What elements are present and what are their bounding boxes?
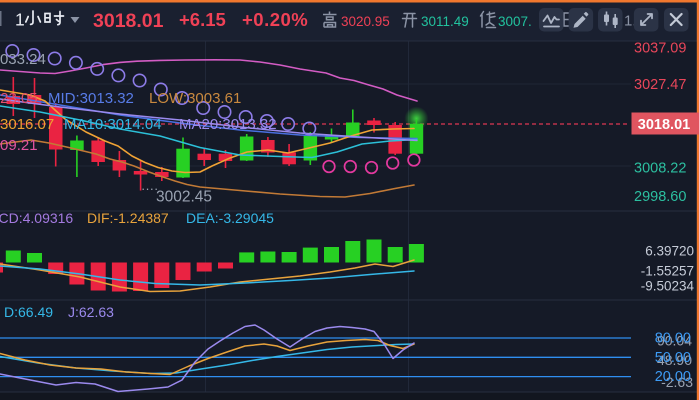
svg-text:MID:3013.32: MID:3013.32 <box>48 90 134 107</box>
svg-text:+0.20%: +0.20% <box>242 9 308 30</box>
svg-text:20.00: 20.00 <box>655 369 691 385</box>
svg-text:3008.22: 3008.22 <box>634 161 686 177</box>
svg-text:DEA:-3.29045: DEA:-3.29045 <box>186 210 274 226</box>
svg-text:3007.: 3007. <box>498 14 532 29</box>
svg-text:-1.55257: -1.55257 <box>641 264 694 279</box>
svg-text:3002.45: 3002.45 <box>156 189 212 206</box>
svg-text:3011.49: 3011.49 <box>421 14 469 29</box>
svg-text:MA10:3014.04: MA10:3014.04 <box>64 116 162 133</box>
svg-text:UP:3023.05: UP:3023.05 <box>0 90 38 107</box>
svg-text:3033.24: 3033.24 <box>0 51 46 68</box>
svg-text:MA5:3016.07: MA5:3016.07 <box>0 116 54 133</box>
svg-text:MA20:3013.32: MA20:3013.32 <box>179 116 277 133</box>
svg-text:LOW:3003.61: LOW:3003.61 <box>149 90 241 107</box>
svg-text:-2.63: -2.63 <box>661 374 693 390</box>
svg-text:48.90: 48.90 <box>657 352 692 368</box>
svg-text:-9.50234: -9.50234 <box>641 279 695 294</box>
svg-text:3027.47: 3027.47 <box>634 77 686 93</box>
svg-text:1: 1 <box>15 10 25 30</box>
svg-text:J:62.63: J:62.63 <box>68 304 114 320</box>
svg-text:D:66.49: D:66.49 <box>4 304 53 320</box>
svg-text:90.04: 90.04 <box>657 333 692 349</box>
svg-text:1.: 1. <box>624 13 637 30</box>
svg-text:3018.01: 3018.01 <box>638 117 690 133</box>
svg-text:+6.15: +6.15 <box>179 9 226 30</box>
svg-text:····: ···· <box>141 181 158 196</box>
svg-text:MACD:4.09316: MACD:4.09316 <box>0 210 73 226</box>
svg-text:3018.01: 3018.01 <box>93 10 164 32</box>
svg-text:3020.95: 3020.95 <box>341 14 390 29</box>
svg-text:6.39720: 6.39720 <box>645 244 694 259</box>
svg-text:MA30:3009.21: MA30:3009.21 <box>0 137 38 154</box>
svg-text:DIF:-1.24387: DIF:-1.24387 <box>87 210 169 226</box>
svg-text:2998.60: 2998.60 <box>634 189 686 205</box>
svg-text:80.00: 80.00 <box>655 331 691 347</box>
svg-text:3037.09: 3037.09 <box>634 41 686 57</box>
svg-text:50.00: 50.00 <box>655 350 691 366</box>
